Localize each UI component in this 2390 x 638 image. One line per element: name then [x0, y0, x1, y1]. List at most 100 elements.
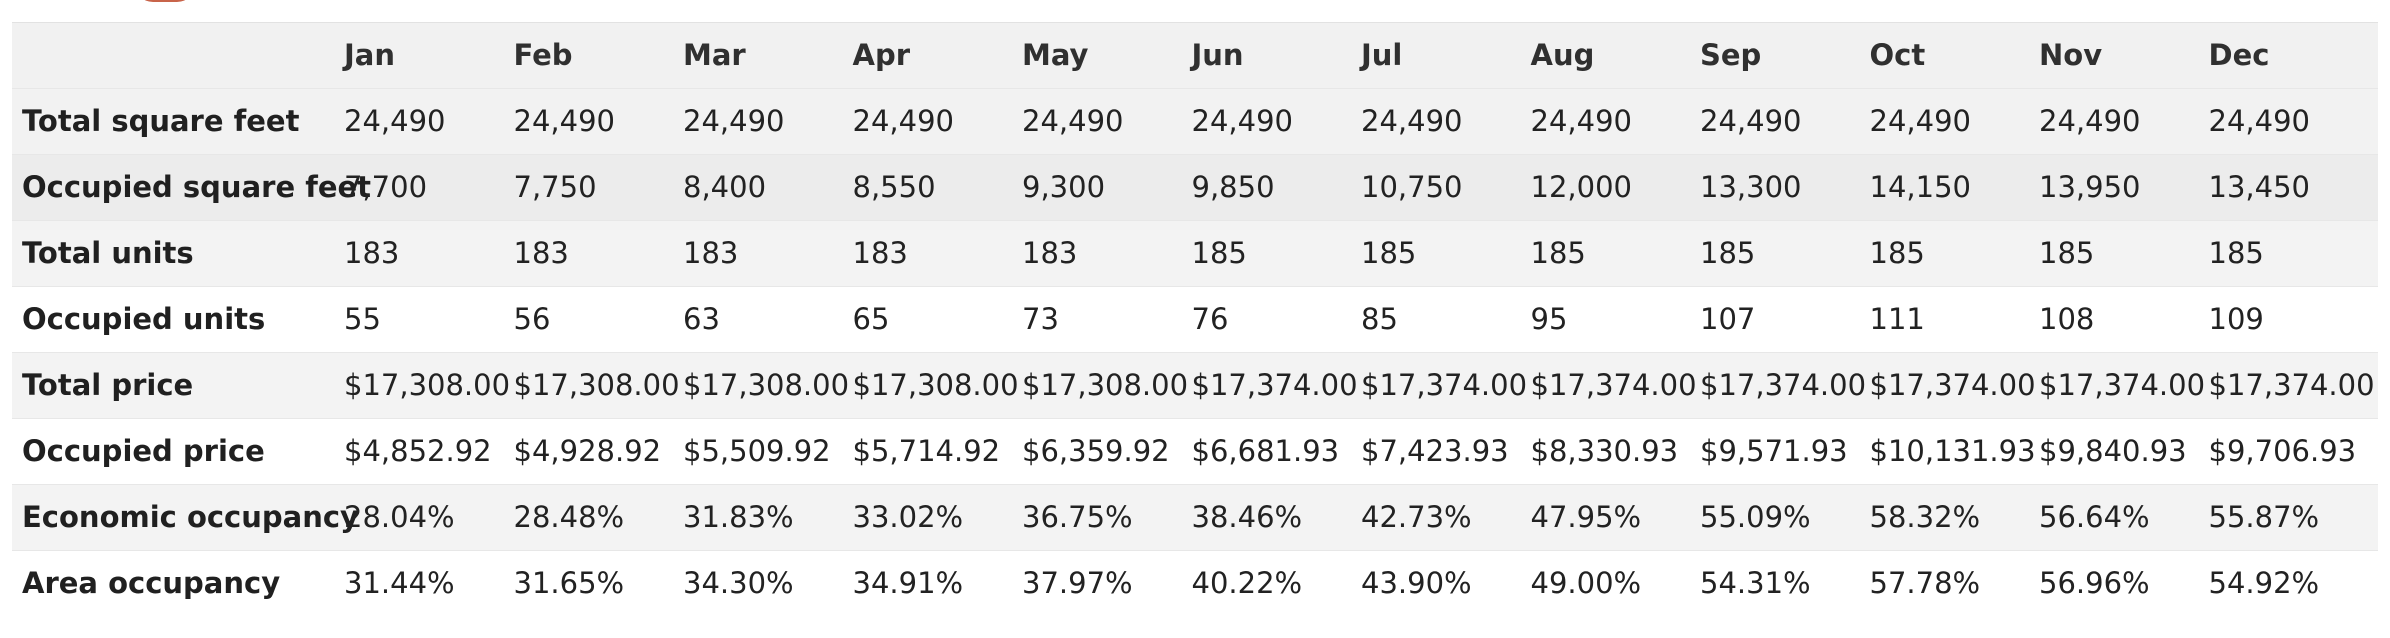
table-cell: $7,423.93 — [1361, 418, 1531, 485]
table-cell: 55.87% — [2208, 484, 2378, 551]
row-label: Occupied price — [12, 418, 344, 485]
heading-fragment — [135, 0, 207, 4]
column-header-aug: Aug — [1530, 22, 1700, 89]
column-header-sep: Sep — [1700, 22, 1870, 89]
table-cell: $6,359.92 — [1022, 418, 1192, 485]
table-cell: $4,852.92 — [344, 418, 514, 485]
table-cell: 47.95% — [1530, 484, 1700, 551]
table-cell: 42.73% — [1361, 484, 1531, 551]
table-cell: 183 — [513, 220, 683, 287]
table-cell: 56.96% — [2039, 550, 2209, 617]
table-cell: 24,490 — [1700, 88, 1870, 155]
column-header-dec: Dec — [2208, 22, 2378, 89]
table-cell: 33.02% — [852, 484, 1022, 551]
table-cell: 13,950 — [2039, 154, 2209, 221]
table-cell: 185 — [1869, 220, 2039, 287]
table-row-total-price: Total price $17,308.00 $17,308.00 $17,30… — [12, 352, 2378, 419]
column-header-jan: Jan — [344, 22, 514, 89]
table-cell: 24,490 — [1191, 88, 1361, 155]
table-cell: 24,490 — [513, 88, 683, 155]
table-cell: 38.46% — [1191, 484, 1361, 551]
table-cell: 14,150 — [1869, 154, 2039, 221]
occupancy-table: Jan Feb Mar Apr May Jun Jul Aug Sep Oct … — [12, 22, 2378, 617]
table-cell: $5,714.92 — [852, 418, 1022, 485]
row-label: Total square feet — [12, 88, 344, 155]
table-row-area-occupancy: Area occupancy 31.44% 31.65% 34.30% 34.9… — [12, 550, 2378, 617]
table-cell: 109 — [2208, 286, 2378, 353]
column-header-feb: Feb — [513, 22, 683, 89]
table-cell: 9,300 — [1022, 154, 1192, 221]
table-cell: $17,374.00 — [1700, 352, 1870, 419]
table-cell: 24,490 — [1022, 88, 1192, 155]
row-label: Economic occupancy — [12, 484, 359, 551]
table-cell: 24,490 — [683, 88, 853, 155]
table-cell: 183 — [1022, 220, 1192, 287]
table-cell: 73 — [1022, 286, 1192, 353]
table-cell: 54.31% — [1700, 550, 1870, 617]
table-cell: 185 — [1191, 220, 1361, 287]
column-header-may: May — [1022, 22, 1192, 89]
table-cell: 24,490 — [2208, 88, 2378, 155]
table-cell: $10,131.93 — [1869, 418, 2039, 485]
row-label: Total price — [12, 352, 344, 419]
table-header-row: Jan Feb Mar Apr May Jun Jul Aug Sep Oct … — [12, 22, 2378, 89]
table-cell: $5,509.92 — [683, 418, 853, 485]
column-header-mar: Mar — [683, 22, 853, 89]
table-cell: 24,490 — [1361, 88, 1531, 155]
table-cell: 24,490 — [1869, 88, 2039, 155]
table-cell: 13,300 — [1700, 154, 1870, 221]
table-cell: 63 — [683, 286, 853, 353]
table-row-total-square-feet: Total square feet 24,490 24,490 24,490 2… — [12, 88, 2378, 155]
row-label: Area occupancy — [12, 550, 344, 617]
table-cell: $17,308.00 — [852, 352, 1022, 419]
table-cell: 56.64% — [2039, 484, 2209, 551]
column-header-oct: Oct — [1869, 22, 2039, 89]
table-cell: 55.09% — [1700, 484, 1870, 551]
table-cell: 54.92% — [2208, 550, 2378, 617]
table-cell: 40.22% — [1191, 550, 1361, 617]
table-cell: 7,700 — [344, 154, 514, 221]
table-row-economic-occupancy: Economic occupancy 28.04% 28.48% 31.83% … — [12, 484, 2378, 551]
table-row-total-units: Total units 183 183 183 183 183 185 185 … — [12, 220, 2378, 287]
table-cell: 108 — [2039, 286, 2209, 353]
table-cell: $17,308.00 — [344, 352, 514, 419]
table-cell: $17,374.00 — [1361, 352, 1531, 419]
table-cell: 28.48% — [513, 484, 683, 551]
table-cell: 111 — [1869, 286, 2039, 353]
table-cell: 183 — [344, 220, 514, 287]
table-cell: $17,374.00 — [1530, 352, 1700, 419]
occupancy-table-container: Jan Feb Mar Apr May Jun Jul Aug Sep Oct … — [12, 22, 2378, 617]
table-cell: 9,850 — [1191, 154, 1361, 221]
table-cell: 49.00% — [1530, 550, 1700, 617]
table-cell: 24,490 — [2039, 88, 2209, 155]
table-cell: 13,450 — [2208, 154, 2378, 221]
table-cell: 10,750 — [1361, 154, 1531, 221]
table-cell: 183 — [852, 220, 1022, 287]
table-cell: 31.83% — [683, 484, 853, 551]
table-cell: 58.32% — [1869, 484, 2039, 551]
table-corner-cell — [12, 22, 344, 89]
table-cell: 107 — [1700, 286, 1870, 353]
table-cell: 185 — [2039, 220, 2209, 287]
table-row-occupied-price: Occupied price $4,852.92 $4,928.92 $5,50… — [12, 418, 2378, 485]
table-cell: 43.90% — [1361, 550, 1531, 617]
table-cell: $9,840.93 — [2039, 418, 2209, 485]
table-cell: $17,374.00 — [1869, 352, 2039, 419]
column-header-apr: Apr — [852, 22, 1022, 89]
table-cell: 183 — [683, 220, 853, 287]
table-cell: 85 — [1361, 286, 1531, 353]
table-cell: 12,000 — [1530, 154, 1700, 221]
table-cell: $6,681.93 — [1191, 418, 1361, 485]
row-label: Total units — [12, 220, 344, 287]
table-cell: 185 — [1700, 220, 1870, 287]
table-row-occupied-square-feet: Occupied square feet 7,700 7,750 8,400 8… — [12, 154, 2378, 221]
table-cell: 185 — [2208, 220, 2378, 287]
table-cell: 55 — [344, 286, 514, 353]
table-cell: $9,706.93 — [2208, 418, 2378, 485]
table-cell: 24,490 — [852, 88, 1022, 155]
table-cell: 8,550 — [852, 154, 1022, 221]
table-cell: $17,374.00 — [2208, 352, 2378, 419]
table-cell: $17,374.00 — [1191, 352, 1361, 419]
table-cell: $17,308.00 — [1022, 352, 1192, 419]
table-cell: 31.65% — [513, 550, 683, 617]
